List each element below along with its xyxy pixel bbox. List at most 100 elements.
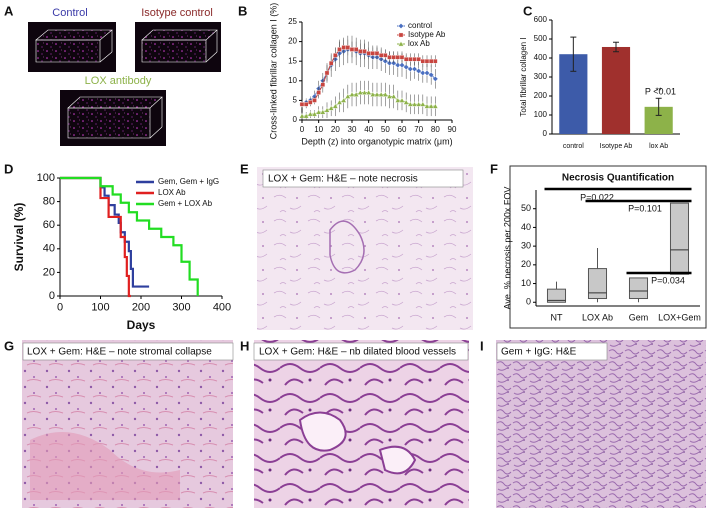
x-tick-label: 0 xyxy=(57,302,63,314)
x-tick-label: lox Ab xyxy=(649,143,668,150)
data-point xyxy=(407,66,414,72)
data-point xyxy=(344,93,351,99)
data-point xyxy=(332,103,339,109)
x-tick-label: 300 xyxy=(172,302,190,314)
data-point xyxy=(328,105,335,111)
data-point xyxy=(340,97,347,103)
x-tick-label: 10 xyxy=(314,125,323,134)
x-tick-label: 0 xyxy=(300,125,305,134)
x-tick-label: 90 xyxy=(448,125,457,134)
data-point xyxy=(369,91,376,97)
data-point xyxy=(382,91,389,97)
y-tick-label: 600 xyxy=(534,15,548,24)
data-point xyxy=(432,103,439,109)
annotation: P=0.034 xyxy=(651,275,685,285)
data-point xyxy=(374,91,380,97)
x-tick-label: NT xyxy=(551,312,563,322)
data-point xyxy=(416,56,421,62)
y-tick-label: 50 xyxy=(521,203,531,213)
data-point xyxy=(324,107,330,113)
data-point xyxy=(374,51,380,56)
data-point xyxy=(311,111,318,117)
data-point xyxy=(399,97,405,103)
data-point xyxy=(399,55,405,60)
legend-marker xyxy=(398,40,404,47)
data-point xyxy=(341,45,346,50)
x-tick-label: 80 xyxy=(431,125,440,134)
data-point xyxy=(411,66,418,72)
legend-label: control xyxy=(408,21,432,30)
panel-letter: H xyxy=(240,338,249,353)
confocal-image xyxy=(60,90,166,146)
box xyxy=(587,268,608,300)
data-point xyxy=(415,101,422,107)
histology-image: LOX + Gem: H&E – nb dilated blood vessel… xyxy=(253,340,469,508)
x-tick-label: 400 xyxy=(213,302,231,314)
bar xyxy=(601,46,631,135)
annotation: P=0.101 xyxy=(628,203,662,213)
data-point xyxy=(312,98,317,103)
data-point xyxy=(420,58,426,64)
data-point xyxy=(328,60,334,66)
box xyxy=(669,202,690,275)
legend-label: LOX Ab xyxy=(158,188,186,197)
panel-letter: G xyxy=(4,338,14,353)
panel-letter: C xyxy=(523,3,533,18)
data-point xyxy=(408,56,413,62)
x-tick-label: LOX Ab xyxy=(582,312,613,322)
histology-image: LOX + Gem: H&E – note necrosis xyxy=(257,167,473,330)
panel-frame xyxy=(509,165,707,329)
image-label: Control xyxy=(52,7,87,19)
data-point xyxy=(361,89,368,95)
y-tick-label: 0 xyxy=(49,290,55,302)
panel-letter: I xyxy=(480,338,484,353)
panel-letter: D xyxy=(4,161,13,176)
survival-line xyxy=(60,176,150,288)
data-point xyxy=(337,47,342,52)
data-point xyxy=(299,102,305,107)
x-tick-label: 30 xyxy=(348,125,357,134)
x-tick-label: LOX+Gem xyxy=(658,312,701,322)
image-label: LOX antibody xyxy=(85,75,152,87)
y-tick-label: 60 xyxy=(43,219,55,231)
x-tick-label: 70 xyxy=(414,125,423,134)
data-point xyxy=(419,70,426,76)
data-point xyxy=(433,58,438,64)
data-point xyxy=(432,75,439,82)
legend-marker xyxy=(398,32,404,38)
histology-image: Gem + IgG: H&E xyxy=(496,340,706,508)
x-tick-label: 60 xyxy=(398,125,407,134)
data-point xyxy=(407,101,414,107)
data-point xyxy=(391,55,396,60)
y-tick-label: 200 xyxy=(534,91,548,100)
confocal-image xyxy=(28,22,116,72)
chart-title: Necrosis Quantification xyxy=(562,173,674,184)
y-tick-label: 500 xyxy=(534,34,548,43)
image-caption: LOX + Gem: H&E – nb dilated blood vessel… xyxy=(259,347,456,358)
data-point xyxy=(370,51,376,56)
box xyxy=(628,277,649,300)
y-tick-label: 80 xyxy=(43,196,55,208)
data-point xyxy=(387,55,392,60)
data-point xyxy=(366,51,371,56)
data-point xyxy=(320,82,326,87)
x-tick-label: 40 xyxy=(364,125,373,134)
data-point xyxy=(349,47,355,52)
y-tick-label: 40 xyxy=(43,243,55,255)
panel-letter: E xyxy=(240,161,249,176)
data-point xyxy=(362,49,367,54)
panel-letter: B xyxy=(238,3,247,18)
data-point xyxy=(353,47,359,52)
x-tick-label: control xyxy=(563,143,584,150)
y-tick-label: 25 xyxy=(288,17,297,26)
data-point xyxy=(428,72,435,78)
data-point xyxy=(424,70,430,76)
data-point xyxy=(315,109,322,115)
x-tick-label: Isotype Ab xyxy=(600,143,633,150)
data-point xyxy=(390,93,397,99)
data-point xyxy=(394,97,401,103)
y-tick-label: 20 xyxy=(288,37,297,46)
x-tick-label: 20 xyxy=(331,125,340,134)
y-axis-label: Cross-linked fibrillar collagen I (%) xyxy=(268,3,278,140)
data-point xyxy=(424,103,430,109)
